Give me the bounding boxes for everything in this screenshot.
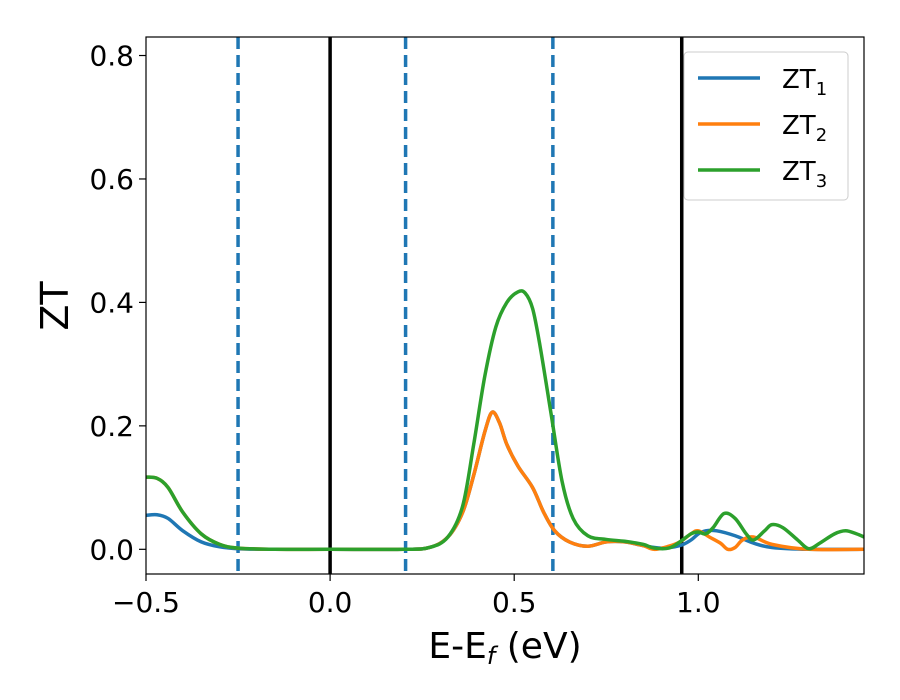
x-axis-label-unit: (eV) (495, 626, 581, 667)
series-group (146, 289, 864, 552)
y-tick-label-4: 0.8 (89, 40, 134, 73)
x-axis: −0.5 0.0 0.5 1.0 (112, 574, 721, 619)
y-tick-label-2: 0.4 (89, 286, 134, 319)
y-axis-label: ZT (33, 281, 77, 331)
x-tick-label-3: 1.0 (676, 586, 721, 619)
series-line-1 (146, 410, 864, 552)
y-tick-label-3: 0.6 (89, 163, 134, 196)
legend-label-sub-1: 1 (816, 79, 827, 100)
legend-label-main-2: ZT (782, 111, 816, 141)
reference-lines (236, 37, 684, 574)
x-tick-label-0: −0.5 (112, 586, 180, 619)
x-axis-label: E-Ef (eV) (428, 626, 581, 670)
legend-box (683, 51, 849, 201)
legend-label-main-1: ZT (782, 65, 816, 95)
legend-label-1: ZT1 (782, 65, 827, 100)
legend-label-main-3: ZT (782, 157, 816, 187)
x-tick-label-1: 0.0 (308, 586, 353, 619)
y-tick-label-1: 0.2 (89, 410, 134, 443)
legend-label-sub-2: 2 (816, 125, 827, 146)
legend-label-3: ZT3 (782, 157, 827, 192)
y-tick-label-0: 0.0 (89, 533, 134, 566)
x-tick-label-2: 0.5 (492, 586, 537, 619)
plot-area (145, 36, 865, 575)
legend-label-sub-3: 3 (816, 171, 827, 192)
series-line-2 (146, 410, 864, 552)
legend-label-2: ZT2 (782, 111, 827, 146)
x-axis-label-main: E-E (428, 626, 486, 667)
y-axis: 0.0 0.2 0.4 0.6 0.8 (89, 40, 146, 566)
series-line-3 (146, 289, 864, 552)
plot-frame (145, 36, 865, 575)
